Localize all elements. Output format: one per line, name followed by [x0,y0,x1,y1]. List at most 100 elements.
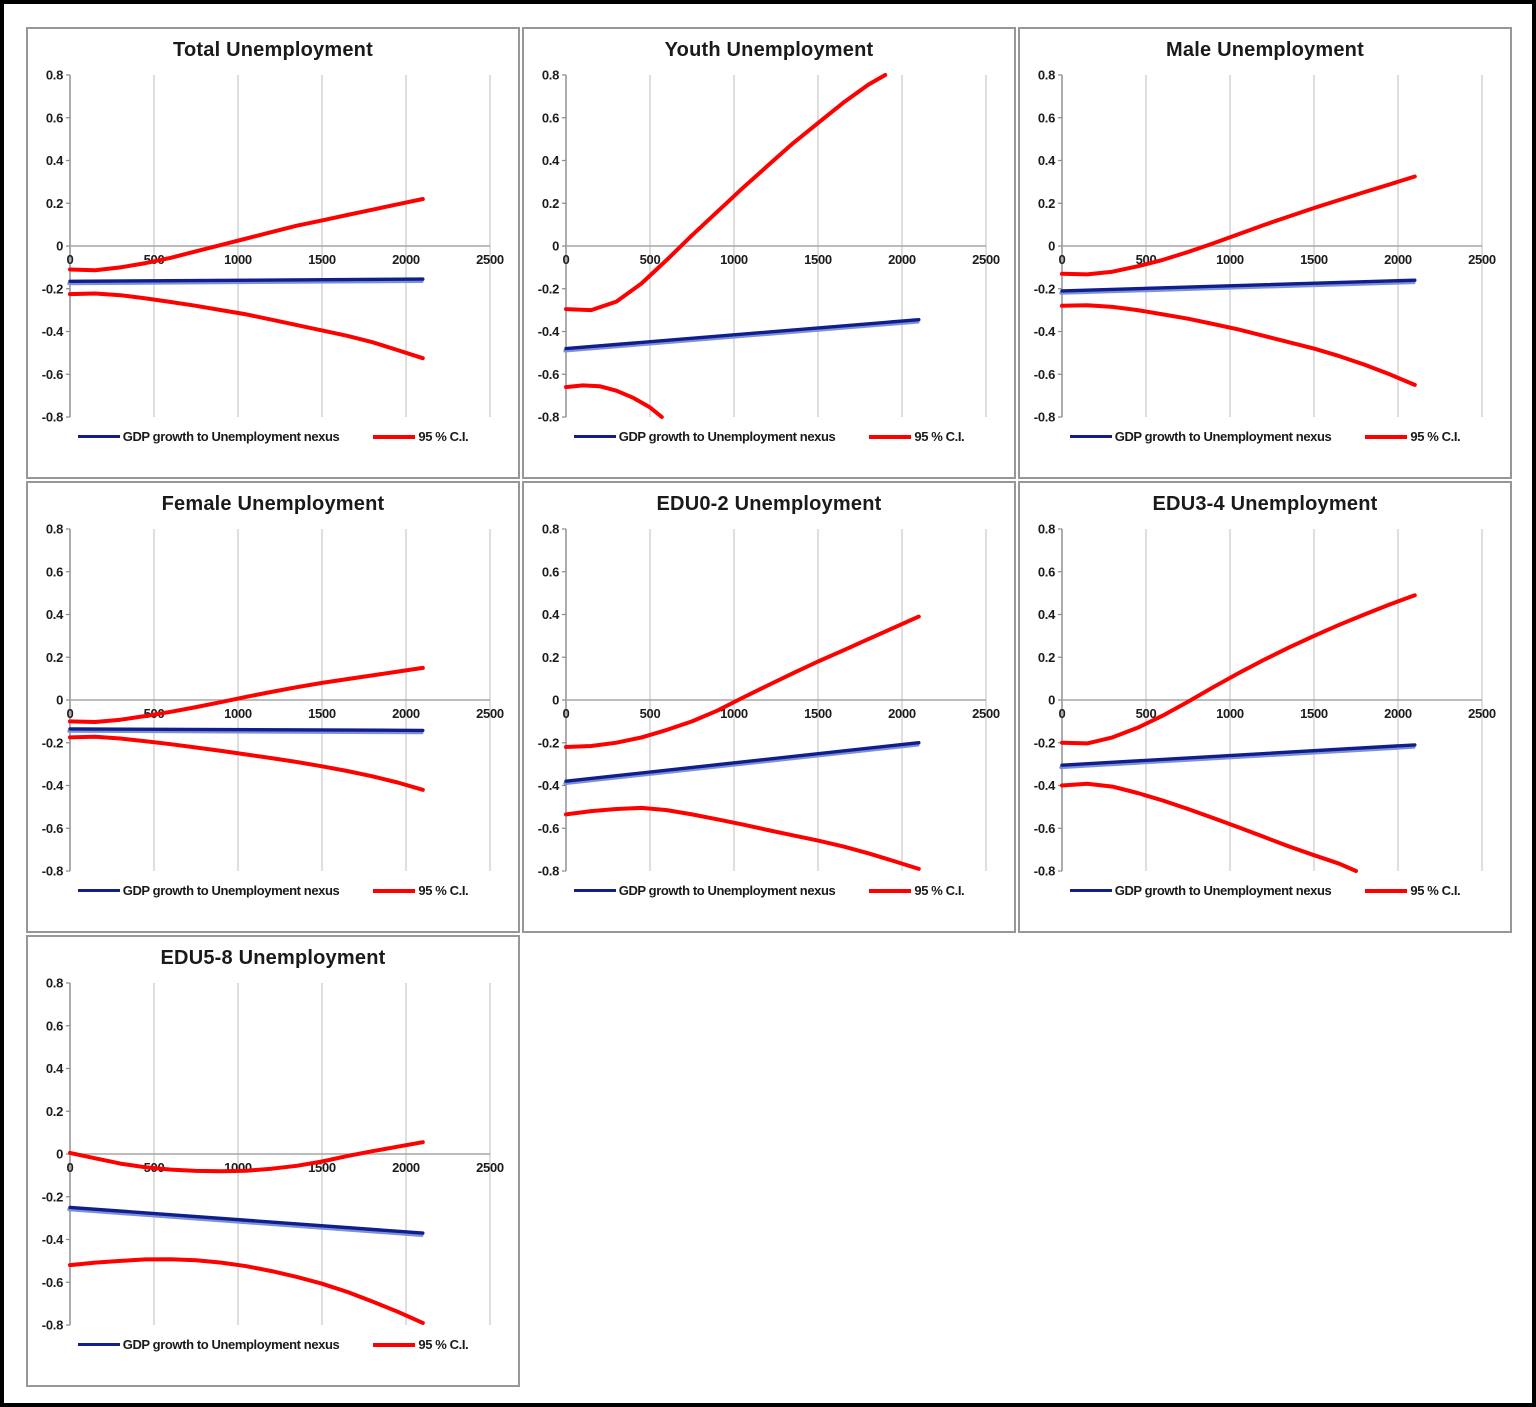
y-tick-label: -0.8 [538,410,559,424]
y-tick-label: -0.4 [42,778,64,793]
chart-plot-area: 0.80.60.40.20-0.2-0.4-0.6-0.80 500 1000 150… [538,523,1000,877]
nexus-line-shadow [563,320,920,353]
ci-line-swatch-icon [373,434,416,439]
legend-label-nexus: GDP growth to Unemployment nexus [1114,429,1332,444]
legend-label-nexus: GDP growth to Unemployment nexus [618,883,836,898]
chart-plot-area: 0.80.60.40.20-0.2-0.4-0.6-0.80 500 1000 150… [42,523,504,878]
nexus-line-shadow [1059,745,1416,770]
x-tick-label: 0 [563,706,570,721]
y-tick-label: 0 [1048,239,1055,254]
legend-label-ci: 95 % C.I. [1410,429,1461,444]
nexus-line [68,727,425,733]
nexus-line [1060,278,1417,293]
ci-line-swatch-icon [869,434,912,439]
x-tick-label: 1000 [1216,252,1244,267]
x-tick-label: 2000 [1384,252,1412,267]
y-tick-label: -0.8 [42,410,63,424]
y-tick-label: 0.2 [46,1104,63,1119]
x-tick-label: 2000 [392,1160,420,1175]
y-tick-label: 0.8 [542,523,559,537]
legend-item-ci: 95 % C.I. [373,883,469,898]
y-tick-label: -0.6 [538,367,559,382]
chart-legend: GDP growth to Unemployment nexus 95 % C.… [524,429,1014,444]
x-tick-label: 0 [67,706,74,721]
y-tick-label: 0.2 [1038,650,1055,665]
ci-line [68,734,425,792]
y-tick-label: 0.8 [1038,69,1055,83]
nexus-line-shadow [1059,280,1416,295]
y-tick-label: 0 [1048,693,1055,708]
legend-label-nexus: GDP growth to Unemployment nexus [122,1337,340,1352]
x-tick-label: 1000 [224,706,252,721]
ci-line [1060,303,1417,387]
chart-title: Female Unemployment [161,493,385,515]
x-tick-label: 1500 [308,252,336,267]
ci-line [1060,174,1417,277]
y-tick-label: 0.6 [542,110,559,125]
y-tick-label: 0.8 [1038,523,1055,537]
x-tick-label: 500 [640,252,661,267]
x-tick-label: 1000 [1216,706,1244,721]
x-tick-label: 2000 [888,706,916,721]
y-tick-label: 0.4 [46,153,64,168]
y-tick-label: 0.8 [46,977,63,991]
y-tick-label: -0.8 [42,1318,63,1332]
ci-line [564,805,921,871]
y-tick-label: -0.8 [1034,410,1055,424]
x-tick-label: 1000 [224,252,252,267]
nexus-line-swatch-icon [1069,889,1112,892]
x-tick-label: 2500 [476,1160,504,1175]
y-tick-label: 0.4 [46,607,64,622]
y-tick-label: -0.2 [538,281,559,296]
y-tick-label: 0.4 [46,1061,64,1076]
ci-line-swatch-icon [869,888,912,893]
legend-label-ci: 95 % C.I. [914,429,965,444]
nexus-line-shadow [67,1207,424,1238]
ci-line [564,383,664,419]
chart-title: EDU5-8 Unemployment [160,947,386,969]
x-tick-label: 0 [67,1160,74,1175]
nexus-line-swatch-icon [77,435,120,438]
y-tick-label: 0.4 [542,153,560,168]
x-tick-label: 2500 [1468,706,1496,721]
y-tick-label: 0 [56,1147,63,1162]
legend-item-ci: 95 % C.I. [1365,429,1461,444]
legend-item-ci: 95 % C.I. [869,883,965,898]
y-tick-label: 0.4 [1038,607,1056,622]
legend-item-nexus: GDP growth to Unemployment nexus [77,429,340,444]
chart-legend: GDP growth to Unemployment nexus 95 % C.… [28,429,518,444]
y-tick-label: -0.8 [42,864,63,878]
y-tick-label: -0.6 [1034,367,1055,382]
x-tick-label: 2500 [1468,252,1496,267]
chart-legend: GDP growth to Unemployment nexus 95 % C.… [1020,429,1510,444]
ci-line [68,197,425,273]
legend-label-ci: 95 % C.I. [418,1337,469,1352]
legend-label-nexus: GDP growth to Unemployment nexus [618,429,836,444]
nexus-line-swatch-icon [77,889,120,892]
y-tick-label: 0.4 [542,607,560,622]
legend-item-ci: 95 % C.I. [373,1337,469,1352]
nexus-line-shadow [67,279,424,286]
y-tick-label: -0.6 [1034,821,1055,836]
y-tick-label: -0.6 [42,1275,63,1290]
nexus-line-shadow [563,743,920,786]
chart-panel-edu5-8-unemployment: EDU5-8 Unemployment 0.8 0.6 0.4 0.2 0 -0.2 -0.… [26,935,520,1387]
nexus-line-shadow [67,729,424,735]
chart-legend: GDP growth to Unemployment nexus 95 % C.… [524,883,1014,898]
legend-item-ci: 95 % C.I. [869,429,965,444]
ci-line-swatch-icon [373,1342,416,1347]
y-tick-label: 0.2 [46,196,63,211]
chart-title: EDU0-2 Unemployment [656,493,882,515]
legend-item-nexus: GDP growth to Unemployment nexus [1069,883,1332,898]
ci-line [564,614,921,749]
chart-title: Total Unemployment [173,39,373,61]
y-tick-label: 0.6 [1038,110,1055,125]
y-tick-label: 0.2 [46,650,63,665]
x-tick-label: 0 [67,252,74,267]
y-tick-label: 0.6 [1038,564,1055,579]
y-tick-label: -0.2 [538,735,559,750]
legend-item-nexus: GDP growth to Unemployment nexus [573,883,836,898]
y-tick-label: 0.8 [46,69,63,83]
legend-item-ci: 95 % C.I. [373,429,469,444]
y-tick-label: 0.2 [542,650,559,665]
